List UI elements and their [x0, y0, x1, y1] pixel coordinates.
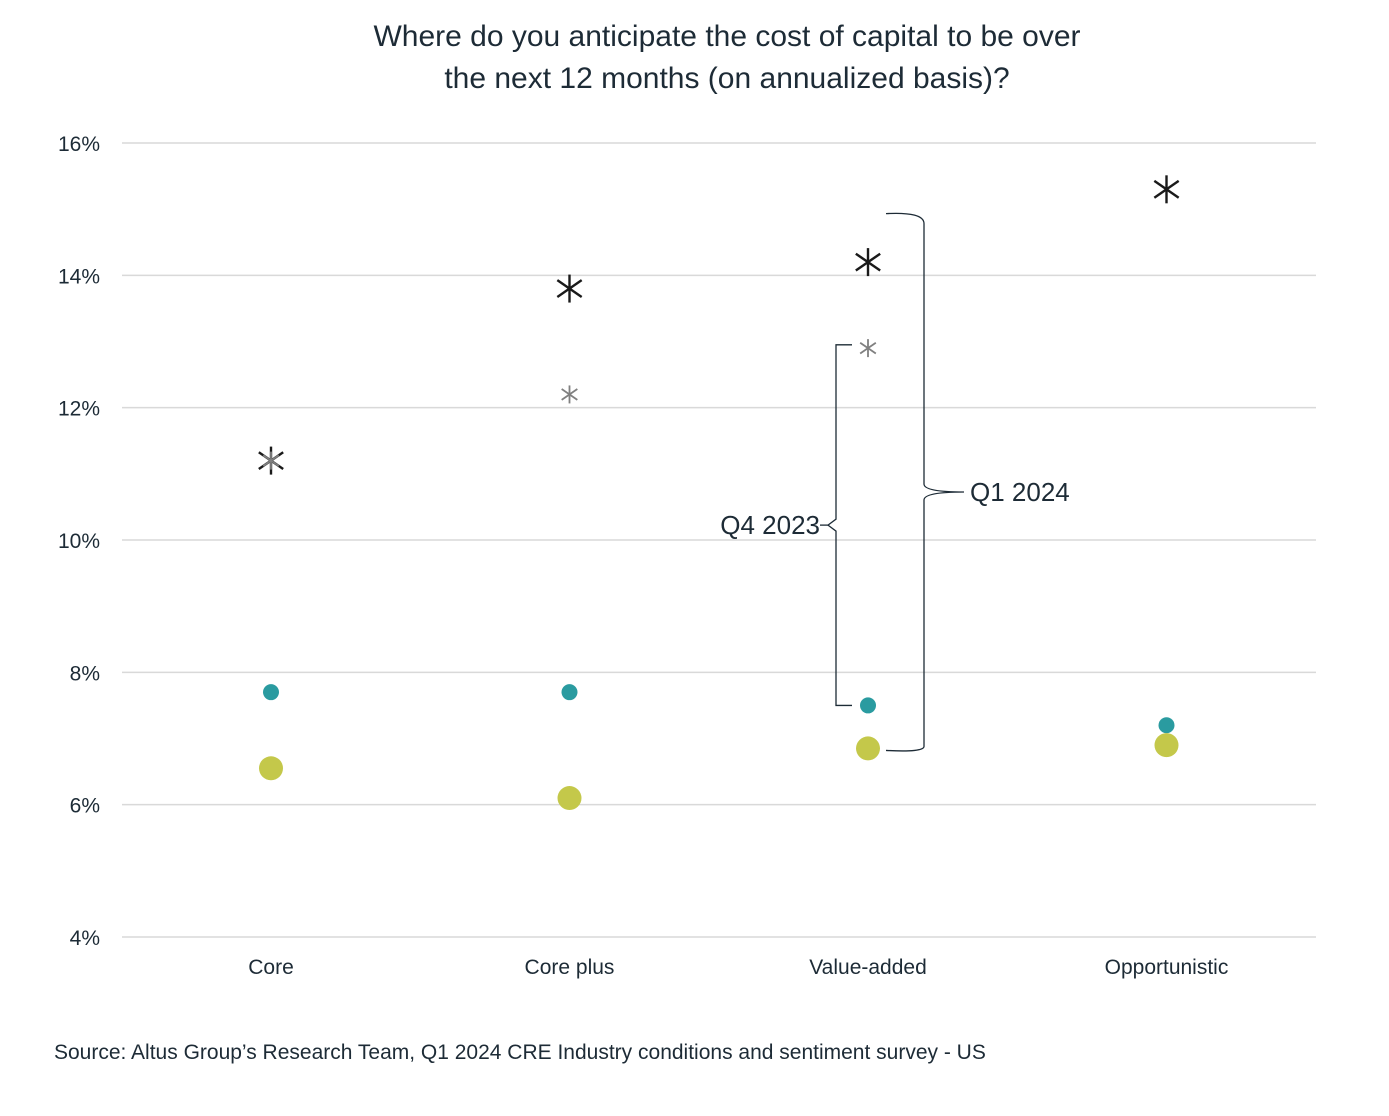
data-point [1154, 733, 1179, 758]
y-tick-label: 12% [58, 398, 100, 421]
y-tick-label: 8% [70, 662, 100, 685]
x-tick-label: Value-added [809, 956, 927, 979]
data-point [557, 786, 582, 811]
star-marker [859, 339, 877, 358]
y-tick-label: 4% [70, 927, 100, 950]
star-marker [1153, 175, 1180, 204]
star-marker [262, 451, 280, 470]
data-point [561, 684, 578, 701]
y-tick-label: 6% [70, 795, 100, 818]
chart-title: Where do you anticipate the cost of capi… [0, 16, 1389, 100]
x-tick-label: Core [248, 956, 294, 979]
data-point [263, 684, 279, 701]
y-tick-label: 10% [58, 530, 100, 553]
source-note: Source: Altus Group’s Research Team, Q1 … [54, 1041, 986, 1064]
star-marker [855, 248, 881, 277]
data-point [1158, 717, 1175, 734]
x-tick-label: Core plus [525, 956, 615, 979]
data-point [259, 756, 283, 781]
annotation-label: Q1 2024 [970, 477, 1070, 507]
data-point [856, 736, 880, 761]
star-marker [556, 274, 583, 303]
y-tick-label: 14% [58, 265, 100, 288]
annotation-label: Q4 2023 [720, 510, 820, 540]
title-line-2: the next 12 months (on annualized basis)… [444, 62, 1010, 95]
bracket [885, 212, 965, 752]
y-tick-label: 16% [58, 133, 100, 156]
title-line-1: Where do you anticipate the cost of capi… [373, 20, 1081, 53]
bracket [826, 344, 852, 707]
x-tick-label: Opportunistic [1105, 956, 1229, 979]
data-point [860, 697, 876, 714]
star-marker [561, 385, 578, 404]
